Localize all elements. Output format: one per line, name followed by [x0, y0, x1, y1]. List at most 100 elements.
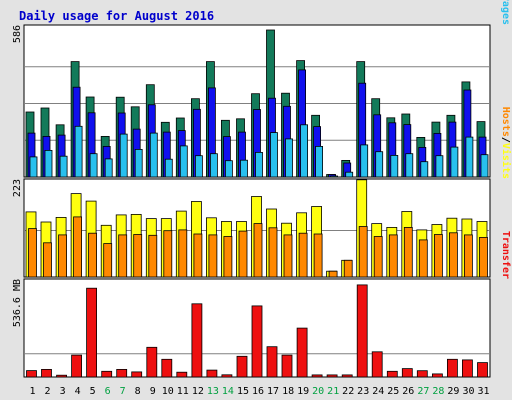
- bar-transfer-day-16: [251, 305, 263, 378]
- chart-title: Daily usage for August 2016: [19, 9, 214, 23]
- bar-hosts-day-7: [118, 234, 128, 278]
- bar-pages-day-2: [44, 149, 53, 178]
- bar-hosts-day-10: [163, 230, 173, 278]
- bar-hosts-day-19: [298, 232, 308, 278]
- panel-hits-files-pages-legend: Hits/Files/Pages: [500, 0, 512, 25]
- bar-hosts-day-9: [148, 234, 158, 278]
- bar-hosts-day-2: [43, 242, 52, 278]
- day-label-9: 9: [150, 386, 156, 397]
- bar-hosts-day-13: [208, 234, 218, 278]
- bar-pages-day-11: [179, 145, 188, 178]
- day-label-25: 25: [387, 386, 399, 397]
- bar-transfer-day-11: [176, 371, 188, 378]
- bar-hosts-day-27: [418, 239, 428, 278]
- day-label-31: 31: [477, 386, 489, 397]
- bar-pages-day-23: [360, 144, 369, 178]
- legend-part-0: Transfer: [500, 231, 511, 279]
- bar-transfer-day-13: [206, 369, 218, 378]
- day-label-14: 14: [222, 386, 234, 397]
- bar-transfer-day-5: [86, 287, 97, 378]
- day-label-1: 1: [29, 386, 35, 397]
- bar-transfer-day-29: [446, 358, 458, 378]
- day-label-28: 28: [432, 386, 444, 397]
- day-label-11: 11: [177, 386, 189, 397]
- bar-hosts-day-26: [403, 226, 413, 278]
- bar-pages-day-31: [480, 154, 489, 178]
- day-label-2: 2: [44, 386, 50, 397]
- bar-transfer-day-12: [191, 303, 203, 378]
- day-label-23: 23: [357, 386, 369, 397]
- bar-transfer-day-2: [41, 368, 52, 378]
- bar-transfer-day-22: [341, 374, 353, 378]
- bar-hosts-day-20: [313, 233, 323, 278]
- bar-pages-day-27: [420, 161, 429, 178]
- bar-transfer-day-20: [311, 374, 323, 378]
- bar-hosts-day-17: [268, 227, 278, 278]
- bar-transfer-day-1: [26, 370, 37, 378]
- day-label-18: 18: [282, 386, 294, 397]
- bar-hosts-day-21: [328, 270, 338, 278]
- bar-pages-day-1: [29, 156, 38, 178]
- bar-hosts-day-12: [193, 233, 203, 278]
- bar-pages-day-10: [164, 158, 173, 178]
- bar-pages-day-26: [405, 153, 414, 178]
- bar-pages-day-21: [330, 175, 339, 178]
- bar-pages-day-6: [104, 158, 113, 178]
- day-label-24: 24: [372, 386, 384, 397]
- bar-hosts-day-22: [343, 259, 353, 278]
- bar-pages-day-5: [89, 153, 98, 178]
- bar-transfer-day-21: [326, 374, 338, 378]
- bar-hosts-day-31: [479, 236, 488, 278]
- legend-part-0: Hosts: [500, 107, 511, 137]
- bar-transfer-day-17: [266, 346, 278, 378]
- day-label-5: 5: [90, 386, 96, 397]
- bar-transfer-day-23: [356, 284, 368, 378]
- bar-pages-day-28: [435, 155, 444, 178]
- day-label-3: 3: [60, 386, 66, 397]
- panel-kbytes-max-label: 536.6 MB: [12, 279, 23, 327]
- bar-hosts-day-16: [253, 223, 263, 278]
- day-label-20: 20: [312, 386, 324, 397]
- day-label-29: 29: [447, 386, 459, 397]
- day-label-30: 30: [462, 386, 474, 397]
- bar-transfer-day-31: [477, 362, 488, 378]
- bar-hosts-day-6: [103, 243, 113, 278]
- bar-hosts-day-23: [358, 226, 368, 278]
- bar-hosts-day-28: [433, 234, 443, 278]
- bar-transfer-day-9: [146, 346, 158, 378]
- day-label-13: 13: [207, 386, 219, 397]
- bar-hosts-day-5: [88, 232, 97, 278]
- legend-part-1: /: [500, 137, 511, 143]
- bar-transfer-day-25: [386, 370, 398, 378]
- bar-pages-day-20: [315, 145, 324, 178]
- day-label-26: 26: [402, 386, 414, 397]
- bar-pages-day-13: [209, 153, 218, 178]
- panel-kbytes-legend: Transfer: [500, 231, 511, 279]
- bar-transfer-day-6: [101, 370, 113, 378]
- day-label-12: 12: [192, 386, 204, 397]
- bar-hosts-day-1: [28, 228, 37, 278]
- bar-hosts-day-14: [223, 236, 233, 278]
- bar-pages-day-3: [59, 155, 68, 178]
- bar-pages-day-17: [270, 132, 278, 178]
- day-label-6: 6: [105, 386, 111, 397]
- day-label-10: 10: [162, 386, 174, 397]
- bar-pages-day-19: [300, 124, 309, 178]
- bar-hosts-day-11: [178, 229, 188, 278]
- day-label-8: 8: [135, 386, 141, 397]
- day-label-4: 4: [75, 386, 81, 397]
- bar-transfer-day-10: [161, 358, 173, 378]
- day-label-16: 16: [252, 386, 264, 397]
- bar-transfer-day-24: [371, 351, 383, 378]
- bar-pages-day-9: [149, 132, 158, 178]
- day-label-19: 19: [297, 386, 309, 397]
- bar-transfer-day-7: [116, 368, 128, 378]
- panel-hits-files-pages-max-label: 586: [12, 25, 23, 43]
- bar-pages-day-12: [194, 155, 203, 178]
- bar-hosts-day-3: [58, 234, 67, 278]
- bar-pages-day-29: [450, 146, 459, 178]
- bar-pages-day-7: [119, 133, 128, 178]
- day-label-17: 17: [267, 386, 279, 397]
- bar-pages-day-24: [375, 151, 384, 178]
